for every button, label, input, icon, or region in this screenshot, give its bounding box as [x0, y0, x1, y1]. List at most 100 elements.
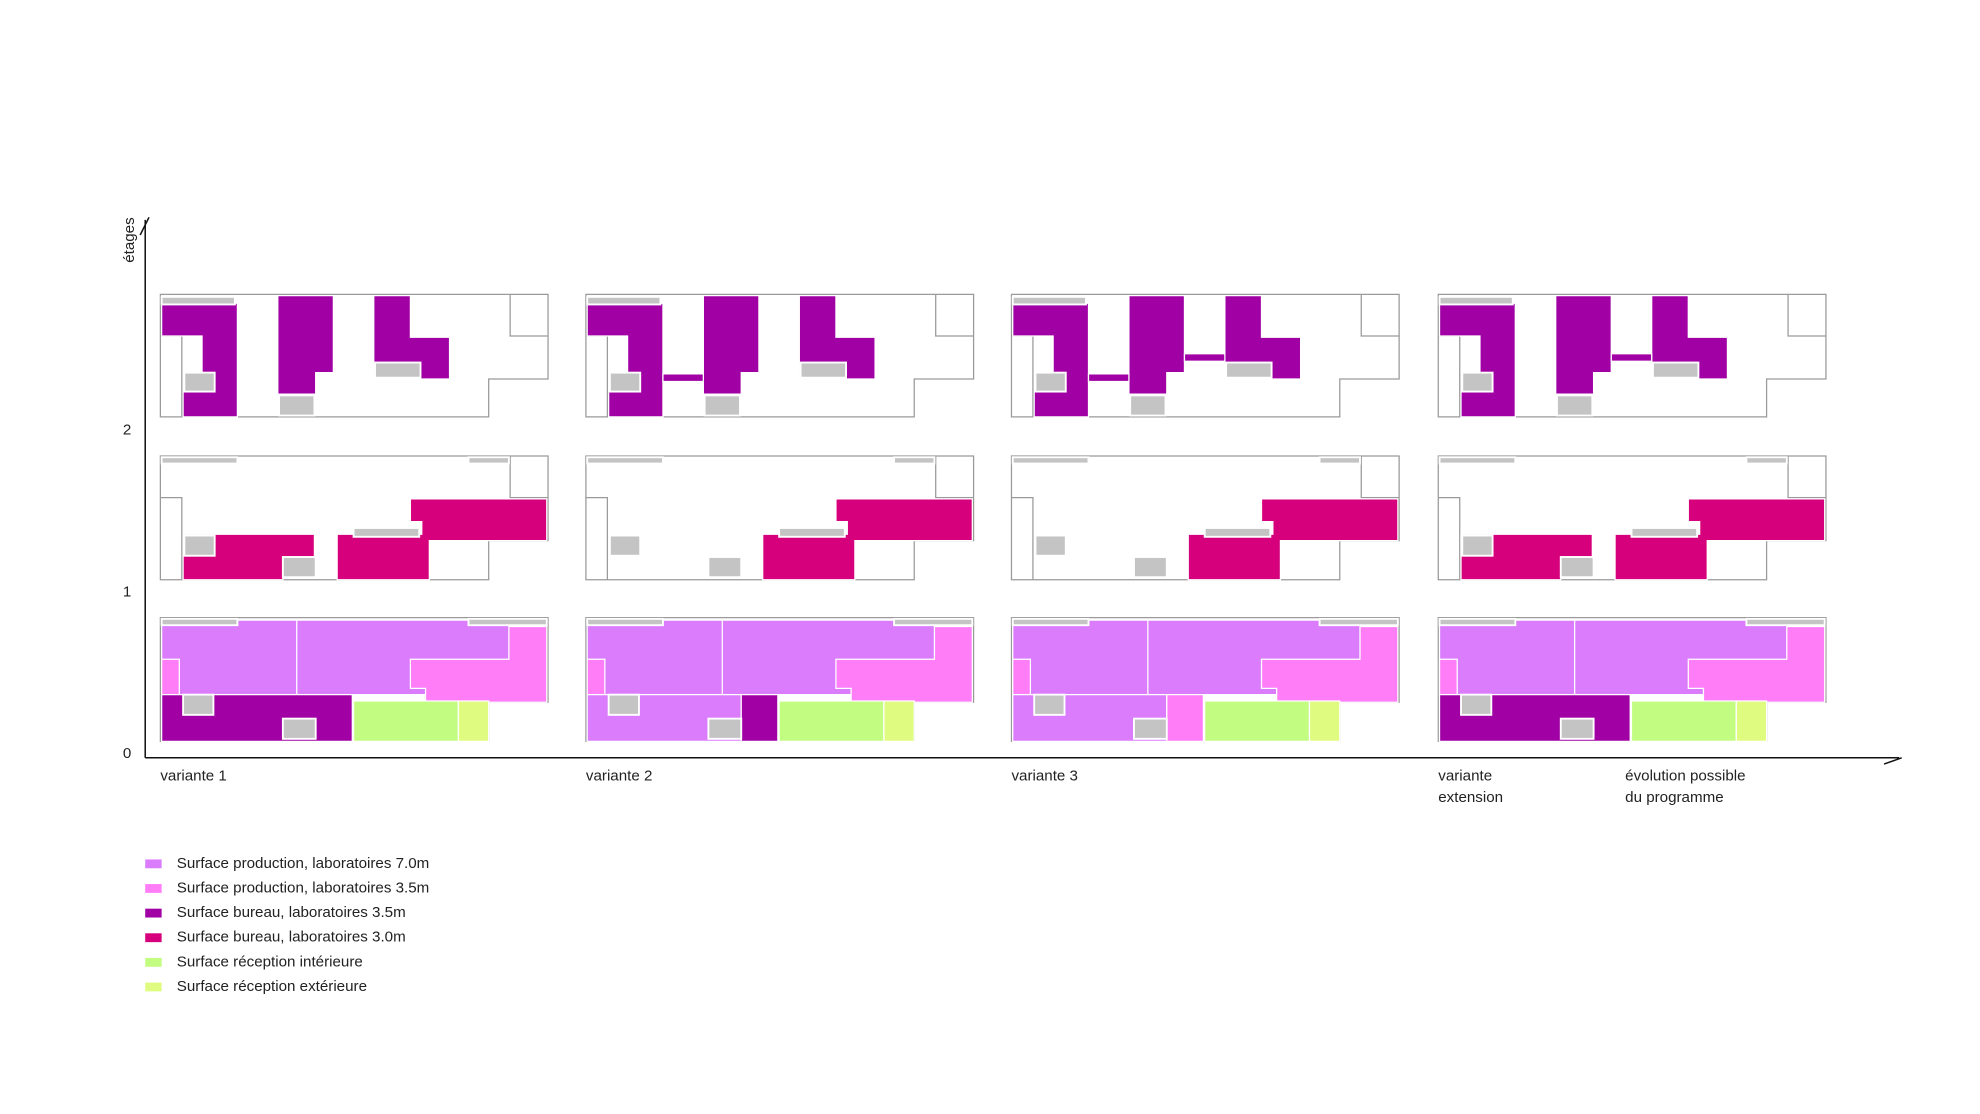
office-link — [1183, 353, 1226, 362]
core — [607, 693, 640, 716]
core — [778, 527, 846, 538]
core — [1225, 361, 1273, 379]
core — [281, 717, 317, 740]
area — [740, 694, 779, 742]
core — [1461, 534, 1494, 557]
office-area — [702, 294, 760, 395]
wall — [1787, 455, 1826, 499]
wall — [935, 455, 974, 499]
office-link — [1087, 373, 1130, 383]
tick-label: 1 — [123, 583, 131, 600]
core — [1033, 693, 1066, 716]
core — [1011, 456, 1090, 465]
core — [1011, 295, 1087, 306]
core — [707, 717, 743, 740]
office-area — [373, 294, 451, 380]
core — [1034, 371, 1067, 393]
core — [707, 556, 743, 579]
core — [586, 617, 664, 627]
office-area — [1651, 294, 1729, 380]
office-area — [336, 498, 548, 581]
core — [467, 456, 510, 465]
core — [703, 394, 741, 417]
core — [608, 371, 642, 393]
core — [1438, 456, 1517, 465]
core — [278, 394, 316, 417]
variant-label: variante — [1438, 768, 1492, 785]
core — [183, 534, 216, 557]
reception-area — [1630, 700, 1737, 742]
core — [1559, 717, 1595, 740]
office-area — [277, 294, 334, 395]
core — [893, 617, 974, 627]
production-area — [1012, 658, 1032, 696]
axis-label: étages — [121, 217, 138, 263]
production-area — [161, 658, 180, 696]
office-area — [1438, 302, 1516, 418]
reception-area — [778, 700, 885, 742]
variant-label: variante 2 — [586, 768, 652, 785]
office-area — [586, 302, 664, 418]
tick-label: 0 — [123, 745, 131, 762]
wall — [1360, 294, 1400, 337]
wall — [160, 497, 183, 580]
office-area — [1012, 302, 1090, 418]
core — [586, 456, 664, 465]
tick-label: 2 — [123, 422, 131, 439]
reception-area — [883, 700, 915, 742]
core — [160, 617, 239, 627]
core — [1133, 717, 1168, 740]
production-area — [1260, 625, 1399, 703]
legend-swatch — [145, 884, 162, 893]
legend-swatch — [145, 957, 162, 967]
core — [1460, 693, 1493, 716]
wall — [585, 497, 609, 580]
office-area — [1187, 498, 1399, 581]
core — [1129, 394, 1167, 417]
wall — [509, 455, 549, 499]
wall — [1360, 455, 1400, 499]
floor-outline — [159, 293, 549, 418]
core — [1011, 617, 1090, 627]
office-link — [1610, 353, 1653, 362]
core — [374, 361, 422, 379]
office-area — [1614, 498, 1826, 581]
legend-label: Surface réception intérieure — [177, 953, 363, 970]
production-area — [835, 625, 973, 703]
area — [1166, 694, 1205, 742]
core — [281, 556, 317, 579]
core — [160, 295, 236, 306]
legend-swatch — [145, 933, 162, 943]
variant-label: variante 1 — [160, 768, 227, 785]
legend-swatch — [145, 982, 162, 992]
core — [1438, 295, 1514, 306]
core — [467, 617, 548, 627]
wall — [1438, 497, 1461, 580]
core — [1630, 527, 1699, 538]
reception-area — [1204, 700, 1311, 742]
office-area — [1128, 294, 1186, 395]
legend-label: Surface production, laboratoires 7.0m — [177, 855, 429, 872]
reception-area — [352, 700, 460, 742]
reception-area — [1735, 700, 1768, 742]
axes — [139, 216, 1902, 765]
reception-area — [1308, 700, 1341, 742]
legend-swatch — [145, 908, 162, 918]
y-arrow — [139, 216, 150, 236]
variant-label: variante 3 — [1011, 768, 1077, 785]
wall — [1787, 294, 1826, 337]
core — [183, 371, 216, 393]
core — [1651, 361, 1700, 379]
x-arrow — [1883, 757, 1902, 765]
legend-label: Surface production, laboratoires 3.5m — [177, 879, 429, 896]
legend-label: Surface bureau, laboratoires 3.0m — [177, 929, 406, 946]
legend-swatch — [145, 859, 162, 869]
office-area — [798, 294, 876, 380]
office-area — [762, 498, 973, 581]
core — [1034, 534, 1067, 557]
variant-label: évolution possible — [1625, 768, 1745, 785]
legend-label: Surface bureau, laboratoires 3.5m — [177, 904, 406, 921]
production-area — [586, 658, 606, 696]
